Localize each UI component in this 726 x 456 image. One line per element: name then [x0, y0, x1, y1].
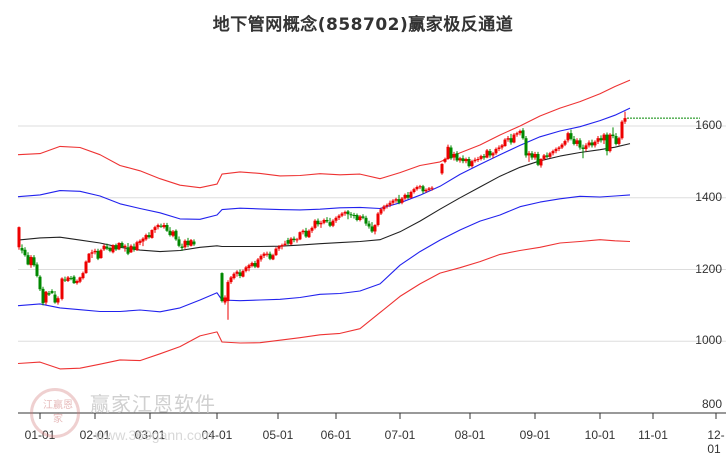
watermark-url: www.360gann.com — [95, 427, 214, 443]
x-tick-label: 03-01 — [134, 428, 166, 442]
x-tick-label: 09-01 — [519, 428, 551, 442]
x-tick-label: 06-01 — [320, 428, 352, 442]
y-tick-label: 1600 — [695, 118, 722, 132]
chart-title: 地下管网概念(858702)赢家极反通道 — [212, 15, 514, 35]
y-tick-label: 1200 — [695, 261, 722, 276]
grid-lines — [18, 125, 726, 342]
x-tick-label: 02-01 — [79, 428, 111, 442]
lower_outer_band — [17, 239, 631, 370]
candles — [17, 111, 627, 320]
lower_inner_band — [17, 194, 631, 313]
x-tick-label: 08-01 — [454, 428, 486, 442]
y-tick-label: 800 — [701, 397, 722, 411]
x-tick-label: 04-01 — [201, 428, 233, 442]
y-tick-label: 1400 — [695, 189, 722, 204]
y-tick-label: 1000 — [695, 333, 722, 348]
x-tick-label: 12-01 — [707, 428, 725, 456]
x-tick-label: 10-01 — [584, 428, 616, 442]
watermark-brand: 赢家江恩软件 — [90, 392, 216, 416]
x-tick-label: 11-01 — [638, 428, 668, 442]
x-tick-label: 07-01 — [384, 428, 416, 442]
x-axis — [18, 412, 726, 419]
watermark-seal-text: 江赢恩家 — [43, 400, 73, 425]
upper_inner_band — [17, 107, 631, 220]
upper_outer_band — [17, 79, 631, 189]
x-tick-label: 05-01 — [262, 428, 294, 442]
channel-bands — [17, 79, 631, 370]
watermark-seal-icon: 江赢恩家 — [30, 388, 80, 438]
